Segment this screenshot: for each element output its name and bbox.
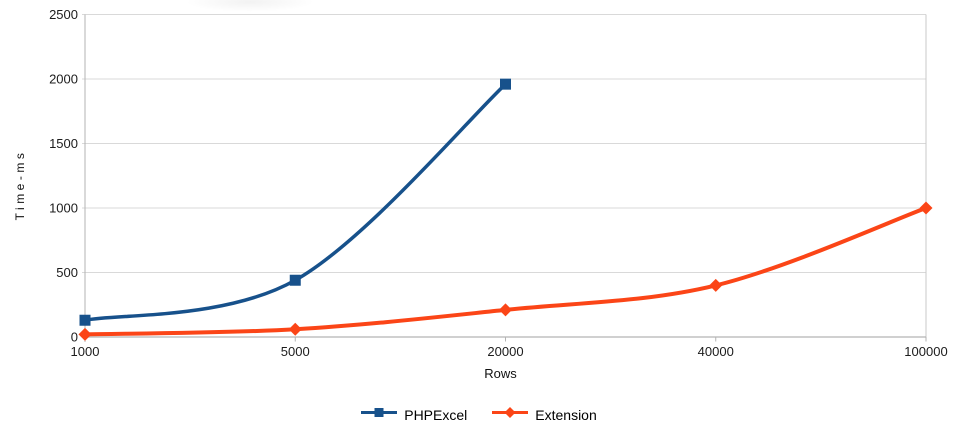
chart-legend: PHPExcel Extension [0, 403, 957, 427]
y-tick-label: 1500 [49, 136, 78, 151]
legend-marker-svg [492, 407, 529, 418]
legend-item-phpexcel: PHPExcel [360, 405, 467, 425]
artifact-smudge [185, 0, 315, 12]
data-point-square [79, 314, 91, 326]
legend-item-extension: Extension [491, 405, 597, 425]
data-point-diamond [709, 278, 723, 292]
x-tick-label: 5000 [281, 344, 310, 359]
y-tick-label: 500 [56, 265, 78, 280]
y-tick-label: 2500 [49, 7, 78, 22]
x-tick-label: 1000 [71, 344, 100, 359]
data-point-square [500, 78, 511, 90]
legend-marker-square [360, 405, 398, 425]
x-tick-label: 100000 [904, 344, 947, 359]
x-tick-label: 40000 [698, 344, 734, 359]
legend-label-extension: Extension [535, 407, 597, 423]
legend-square [374, 408, 384, 417]
data-point-diamond [78, 327, 92, 341]
y-tick-label: 1000 [49, 201, 78, 216]
x-axis-title: Rows [484, 366, 517, 381]
y-axis-title: Time-ms [13, 150, 27, 221]
data-point-diamond [499, 303, 512, 317]
legend-label-phpexcel: PHPExcel [404, 407, 468, 423]
y-tick-label: 2000 [49, 72, 78, 87]
data-point-diamond [919, 201, 933, 215]
data-point-square [289, 274, 301, 286]
legend-marker-svg [361, 408, 398, 417]
y-tick-label: 0 [71, 330, 78, 345]
x-tick-label: 20000 [487, 344, 523, 359]
data-point-diamond [288, 322, 302, 336]
legend-diamond [504, 407, 516, 418]
series-line-phpexcel [83, 82, 508, 322]
legend-marker-diamond [491, 405, 529, 425]
